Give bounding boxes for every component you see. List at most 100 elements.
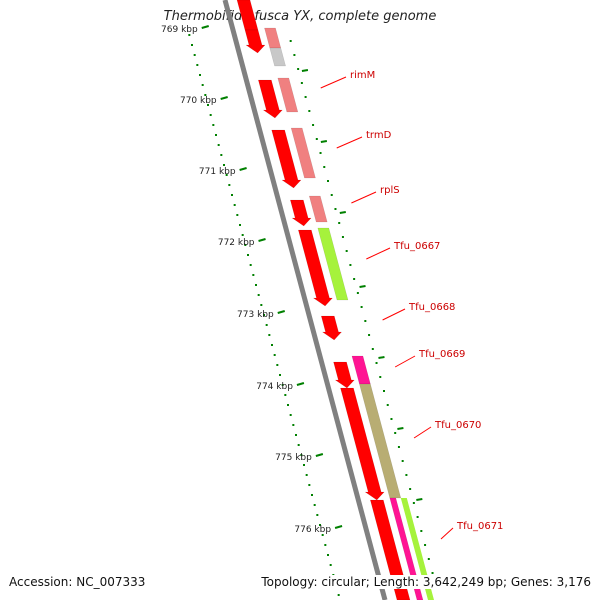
outer-scale-dot — [390, 418, 393, 420]
scale-dot — [287, 404, 289, 406]
scale-dot — [215, 134, 217, 136]
gene-label-leader — [320, 76, 347, 89]
scale-dot — [196, 64, 199, 66]
outer-scale-dot — [405, 474, 408, 476]
outer-scale-dot — [289, 40, 292, 42]
gene-feature — [389, 497, 424, 600]
scale-dot — [233, 204, 236, 206]
gene-feature — [269, 47, 286, 67]
gene-feature — [400, 498, 434, 600]
gene-label: Tfu_0669 — [418, 349, 465, 360]
scale-dot — [212, 124, 215, 126]
outer-scale-dot — [375, 362, 378, 364]
outer-scale-dot — [424, 544, 427, 546]
outer-scale-dot — [409, 488, 412, 490]
outer-scale-dot — [360, 306, 363, 308]
accession-text: Accession: NC_007333 — [9, 575, 146, 589]
outer-tick — [359, 285, 366, 288]
gene-feature-cds — [271, 129, 302, 189]
topology-text: Topology: circular; Length: 3,642,249 bp… — [261, 575, 591, 589]
gene-label: trmD — [366, 130, 392, 141]
outer-tick — [301, 69, 309, 72]
scale-tick-label: 772 kbp — [218, 238, 255, 248]
outer-scale-dot — [371, 348, 374, 350]
outer-scale-dot — [383, 390, 385, 392]
scale-dot — [265, 324, 268, 326]
scale-tick — [277, 310, 286, 314]
gene-feature-cds — [290, 199, 312, 227]
scale-dot — [311, 494, 313, 496]
outer-scale-dot — [300, 82, 303, 84]
scale-dot — [316, 514, 319, 516]
scale-dot — [217, 144, 220, 146]
outer-scale-dot — [364, 320, 367, 322]
scale-dot — [300, 454, 303, 456]
scale-dot — [284, 394, 287, 396]
gene-feature — [264, 27, 282, 49]
outer-scale-dot — [353, 278, 356, 280]
gene-label-leader — [440, 527, 454, 540]
gene-feature — [308, 195, 328, 223]
scale-layer: 769 kbp 770 kbp 771 kbp 772 kbp 773 kbp 774 k… — [161, 25, 438, 596]
gene-label-leader — [413, 426, 432, 439]
outer-scale-dot — [323, 166, 326, 168]
scale-tick-label: 771 kbp — [199, 167, 236, 177]
scale-dot — [191, 44, 193, 46]
outer-tick — [339, 211, 346, 214]
gene-label: Tfu_0671 — [456, 521, 503, 532]
outer-scale-dot — [338, 222, 341, 224]
scale-dot — [239, 224, 241, 226]
scale-dot — [236, 214, 239, 216]
scale-dot — [223, 164, 225, 166]
scale-dot — [292, 424, 295, 426]
gene-feature — [317, 227, 349, 301]
scale-dot — [305, 474, 308, 476]
outer-scale-dot — [327, 180, 329, 182]
scale-dot — [188, 34, 191, 36]
scale-dot — [255, 284, 257, 286]
genome-backbone — [222, 0, 388, 600]
scale-dot — [207, 104, 209, 106]
outer-scale-dot — [349, 264, 352, 266]
gene-label-leader — [366, 247, 391, 260]
outer-tick — [416, 498, 423, 501]
scale-dot — [249, 264, 252, 266]
outer-tick — [320, 140, 328, 143]
scale-dot — [313, 504, 316, 506]
gene-feature-cds — [298, 229, 334, 307]
outer-scale-dot — [416, 516, 419, 518]
scale-dot — [220, 154, 223, 156]
scale-dot — [199, 74, 201, 76]
scale-dot — [297, 444, 300, 446]
outer-scale-dot — [334, 208, 337, 210]
gene-feature-cds — [333, 361, 355, 389]
scale-dot — [268, 334, 271, 336]
gene-label-leader — [351, 191, 377, 204]
scale-tick-label: 775 kbp — [275, 453, 312, 463]
outer-scale-dot — [341, 236, 344, 238]
outer-scale-dot — [356, 292, 359, 294]
gene-label: Tfu_0670 — [434, 420, 481, 431]
gene-label-leader — [394, 355, 416, 368]
outer-scale-dot — [297, 68, 300, 70]
scale-dot — [281, 384, 284, 386]
scale-tick — [315, 453, 324, 457]
outer-scale-dot — [401, 460, 404, 462]
scale-tick-label: 776 kbp — [294, 525, 331, 535]
scale-tick — [258, 238, 266, 242]
scale-tick — [296, 382, 305, 386]
gene-label: Tfu_0668 — [408, 302, 455, 313]
scale-tick — [201, 25, 210, 29]
gene-feature — [277, 77, 299, 113]
scale-dot — [263, 314, 265, 316]
scale-tick-label: 769 kbp — [161, 25, 198, 35]
gene-feature-cds — [258, 79, 283, 119]
outer-scale-dot — [379, 376, 382, 378]
gene-feature-cds — [320, 315, 343, 341]
scale-dot — [327, 554, 329, 556]
gene-label-leader — [336, 136, 363, 149]
scale-dot — [273, 354, 276, 356]
gene-feature-cds — [244, 29, 266, 54]
scale-dot — [329, 564, 332, 566]
